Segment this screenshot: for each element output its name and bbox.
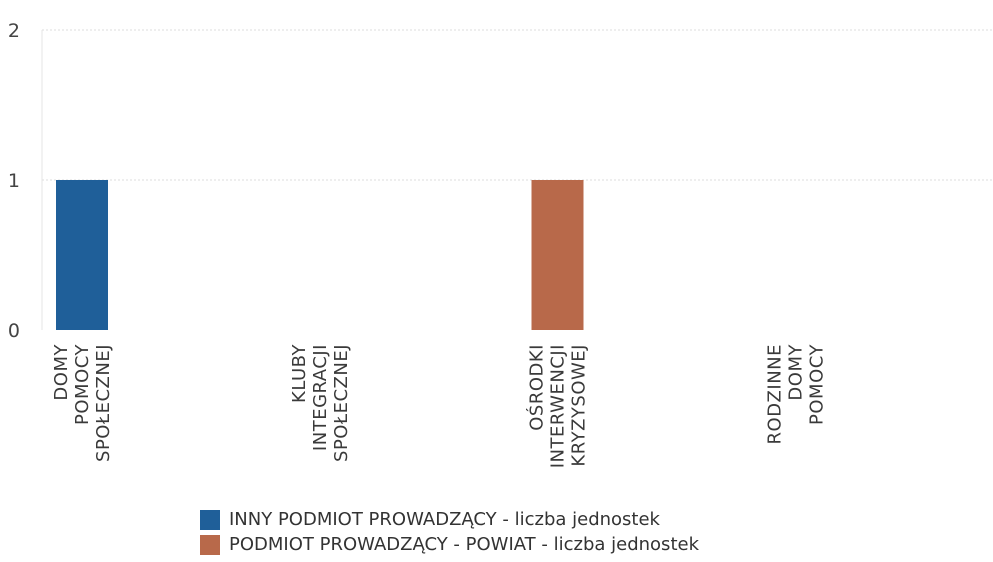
x-tick-label: OŚRODKI INTERWENCJI KRYZYSOWEJ	[526, 344, 590, 468]
x-tick-label-line: POMOCY	[72, 343, 93, 424]
y-tick-label: 1	[8, 170, 20, 192]
legend-swatch	[200, 534, 220, 555]
legend-swatch	[200, 509, 220, 530]
bar-chart: 012 DOMY POMOCY SPOŁECZNEJ KLUBY INTEGRACJI S…	[8, 20, 993, 468]
x-tick-label-line: OŚRODKI	[526, 344, 548, 431]
bar[interactable]	[531, 180, 584, 330]
y-axis: 0 1 2	[8, 20, 20, 342]
x-axis: DOMY POMOCY SPOŁECZNEJ KLUBY INTEGRACJI SPOŁE…	[51, 343, 827, 468]
x-tick-label-line: SPOŁECZNEJ	[331, 344, 352, 462]
x-tick-label-line: DOMY	[785, 344, 806, 401]
x-tick-label-line: RODZINNE	[764, 344, 785, 444]
x-tick-label-line: INTERWENCJI	[548, 344, 569, 468]
x-tick-label-line: KRYZYSOWEJ	[569, 344, 590, 467]
y-tick-label: 2	[8, 20, 20, 42]
x-tick-label-line: SPOŁECZNEJ	[93, 344, 114, 462]
legend-item[interactable]: PODMIOT PROWADZĄCY - POWIAT - liczba jed…	[200, 533, 699, 556]
legend: INNY PODMIOT PROWADZĄCY - liczba jednost…	[200, 508, 699, 556]
x-tick-label-line: DOMY	[51, 344, 72, 401]
legend-item[interactable]: INNY PODMIOT PROWADZĄCY - liczba jednost…	[200, 508, 699, 531]
legend-label: INNY PODMIOT PROWADZĄCY - liczba jednost…	[229, 509, 660, 530]
bars	[56, 180, 584, 330]
bar[interactable]	[56, 180, 108, 330]
x-tick-label: DOMY POMOCY SPOŁECZNEJ	[51, 343, 114, 461]
x-tick-label: KLUBY INTEGRACJI SPOŁECZNEJ	[289, 344, 352, 462]
x-tick-label-line: POMOCY	[806, 343, 827, 424]
x-tick-label-line: INTEGRACJI	[310, 344, 331, 451]
x-tick-label-line: KLUBY	[289, 344, 310, 403]
gridlines	[41, 29, 993, 330]
x-tick-label: RODZINNE DOMY POMOCY	[764, 343, 827, 444]
legend-label: PODMIOT PROWADZĄCY - POWIAT - liczba jed…	[229, 534, 699, 555]
y-tick-label: 0	[8, 320, 20, 342]
